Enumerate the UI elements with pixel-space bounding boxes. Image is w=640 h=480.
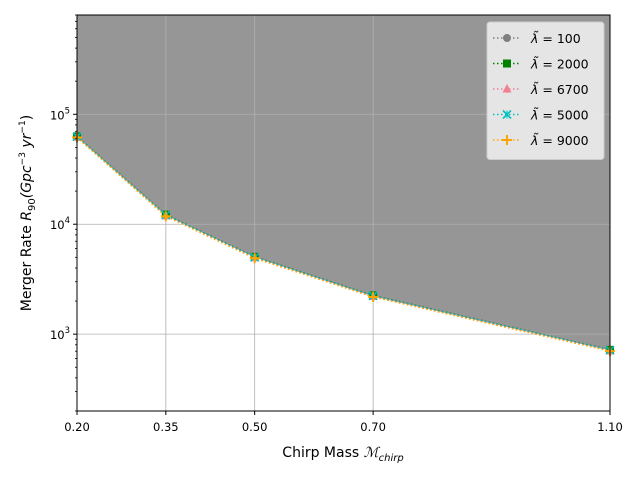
legend-marker-2000: [503, 59, 511, 68]
legend-marker-6700: [502, 84, 512, 93]
plot-frame: [76, 14, 611, 412]
y-axis-label: Merger Rate R90(Gpc−3 yr−1): [18, 115, 38, 311]
y-tick-label-2: 105: [50, 106, 70, 122]
legend-label-100: λ̃ = 100: [530, 31, 581, 46]
legend-entry-9000: λ̃ = 9000: [493, 133, 589, 148]
legend-entry-2000: λ̃ = 2000: [493, 56, 589, 72]
x-tick-label-2: 0.50: [242, 420, 268, 434]
y-tick-label-1: 104: [50, 216, 70, 232]
legend-label-9000: λ̃ = 9000: [530, 133, 589, 148]
x-axis-label: Chirp Mass ℳchirp: [282, 445, 403, 464]
legend-label-2000: λ̃ = 2000: [530, 56, 589, 71]
x-tick-label-1: 0.35: [153, 420, 179, 434]
y-tick-label-0: 103: [50, 326, 70, 342]
legend-label-6700: λ̃ = 6700: [530, 82, 589, 97]
legend-label-5000: λ̃ = 5000: [530, 107, 589, 122]
legend: λ̃ = 100 λ̃ = 2000 λ̃ = 6700 λ̃ = 5000 λ̃ = …: [486, 21, 605, 160]
legend-marker-9000: [502, 135, 512, 145]
legend-entry-6700: λ̃ = 6700: [493, 82, 589, 97]
shaded-region: [77, 15, 610, 351]
point-9000-2: [249, 253, 260, 264]
x-tick-label-4: 1.10: [597, 420, 623, 434]
series-group: [72, 132, 615, 357]
y-axis-ticks: 103 104 105: [50, 14, 77, 412]
axes-frame: [76, 14, 611, 412]
legend-entry-100: λ̃ = 100: [493, 31, 581, 46]
point-9000-1: [160, 211, 171, 222]
legend-marker-100: [503, 34, 511, 42]
x-axis-ticks: 0.20 0.35 0.50 0.70 1.10: [64, 411, 623, 434]
x-tick-label-0: 0.20: [64, 420, 90, 434]
excluded-region-fill: [77, 15, 610, 351]
x-tick-label-3: 0.70: [360, 420, 386, 434]
legend-entry-5000: λ̃ = 5000: [493, 107, 589, 123]
point-9000-3: [368, 291, 379, 302]
legend-box: [486, 21, 605, 160]
legend-marker-5000: [502, 109, 512, 120]
